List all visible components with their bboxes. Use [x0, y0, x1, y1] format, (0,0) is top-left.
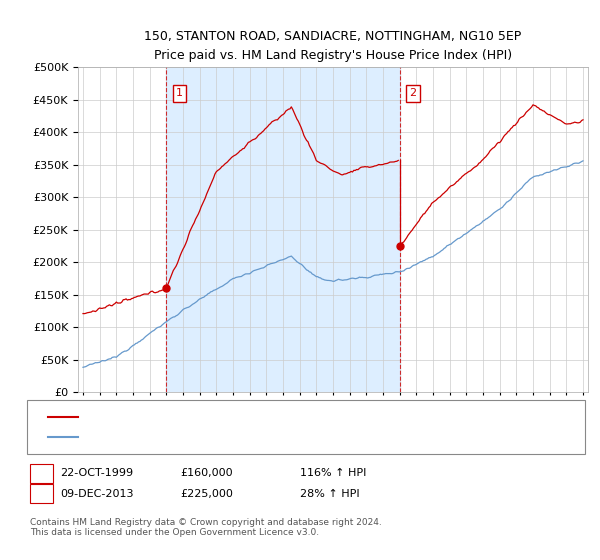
Text: 09-DEC-2013: 09-DEC-2013 [60, 489, 133, 499]
Text: £225,000: £225,000 [180, 489, 233, 499]
Text: 22-OCT-1999: 22-OCT-1999 [60, 468, 133, 478]
Text: 150, STANTON ROAD, SANDIACRE, NOTTINGHAM, NG10 5EP (detached house): 150, STANTON ROAD, SANDIACRE, NOTTINGHAM… [81, 413, 488, 422]
Bar [166, 67, 400, 392]
Text: Contains HM Land Registry data © Crown copyright and database right 2024.
This d: Contains HM Land Registry data © Crown c… [30, 518, 382, 538]
Text: 2: 2 [38, 489, 45, 499]
Text: 1: 1 [176, 88, 183, 98]
Text: 2: 2 [409, 88, 416, 98]
Text: 116% ↑ HPI: 116% ↑ HPI [300, 468, 367, 478]
Text: £160,000: £160,000 [180, 468, 233, 478]
Text: 1: 1 [38, 468, 45, 478]
Title: 150, STANTON ROAD, SANDIACRE, NOTTINGHAM, NG10 5EP
Price paid vs. HM Land Regist: 150, STANTON ROAD, SANDIACRE, NOTTINGHAM… [145, 30, 521, 62]
Text: HPI: Average price, detached house, Erewash: HPI: Average price, detached house, Erew… [81, 432, 318, 442]
Text: 28% ↑ HPI: 28% ↑ HPI [300, 489, 359, 499]
